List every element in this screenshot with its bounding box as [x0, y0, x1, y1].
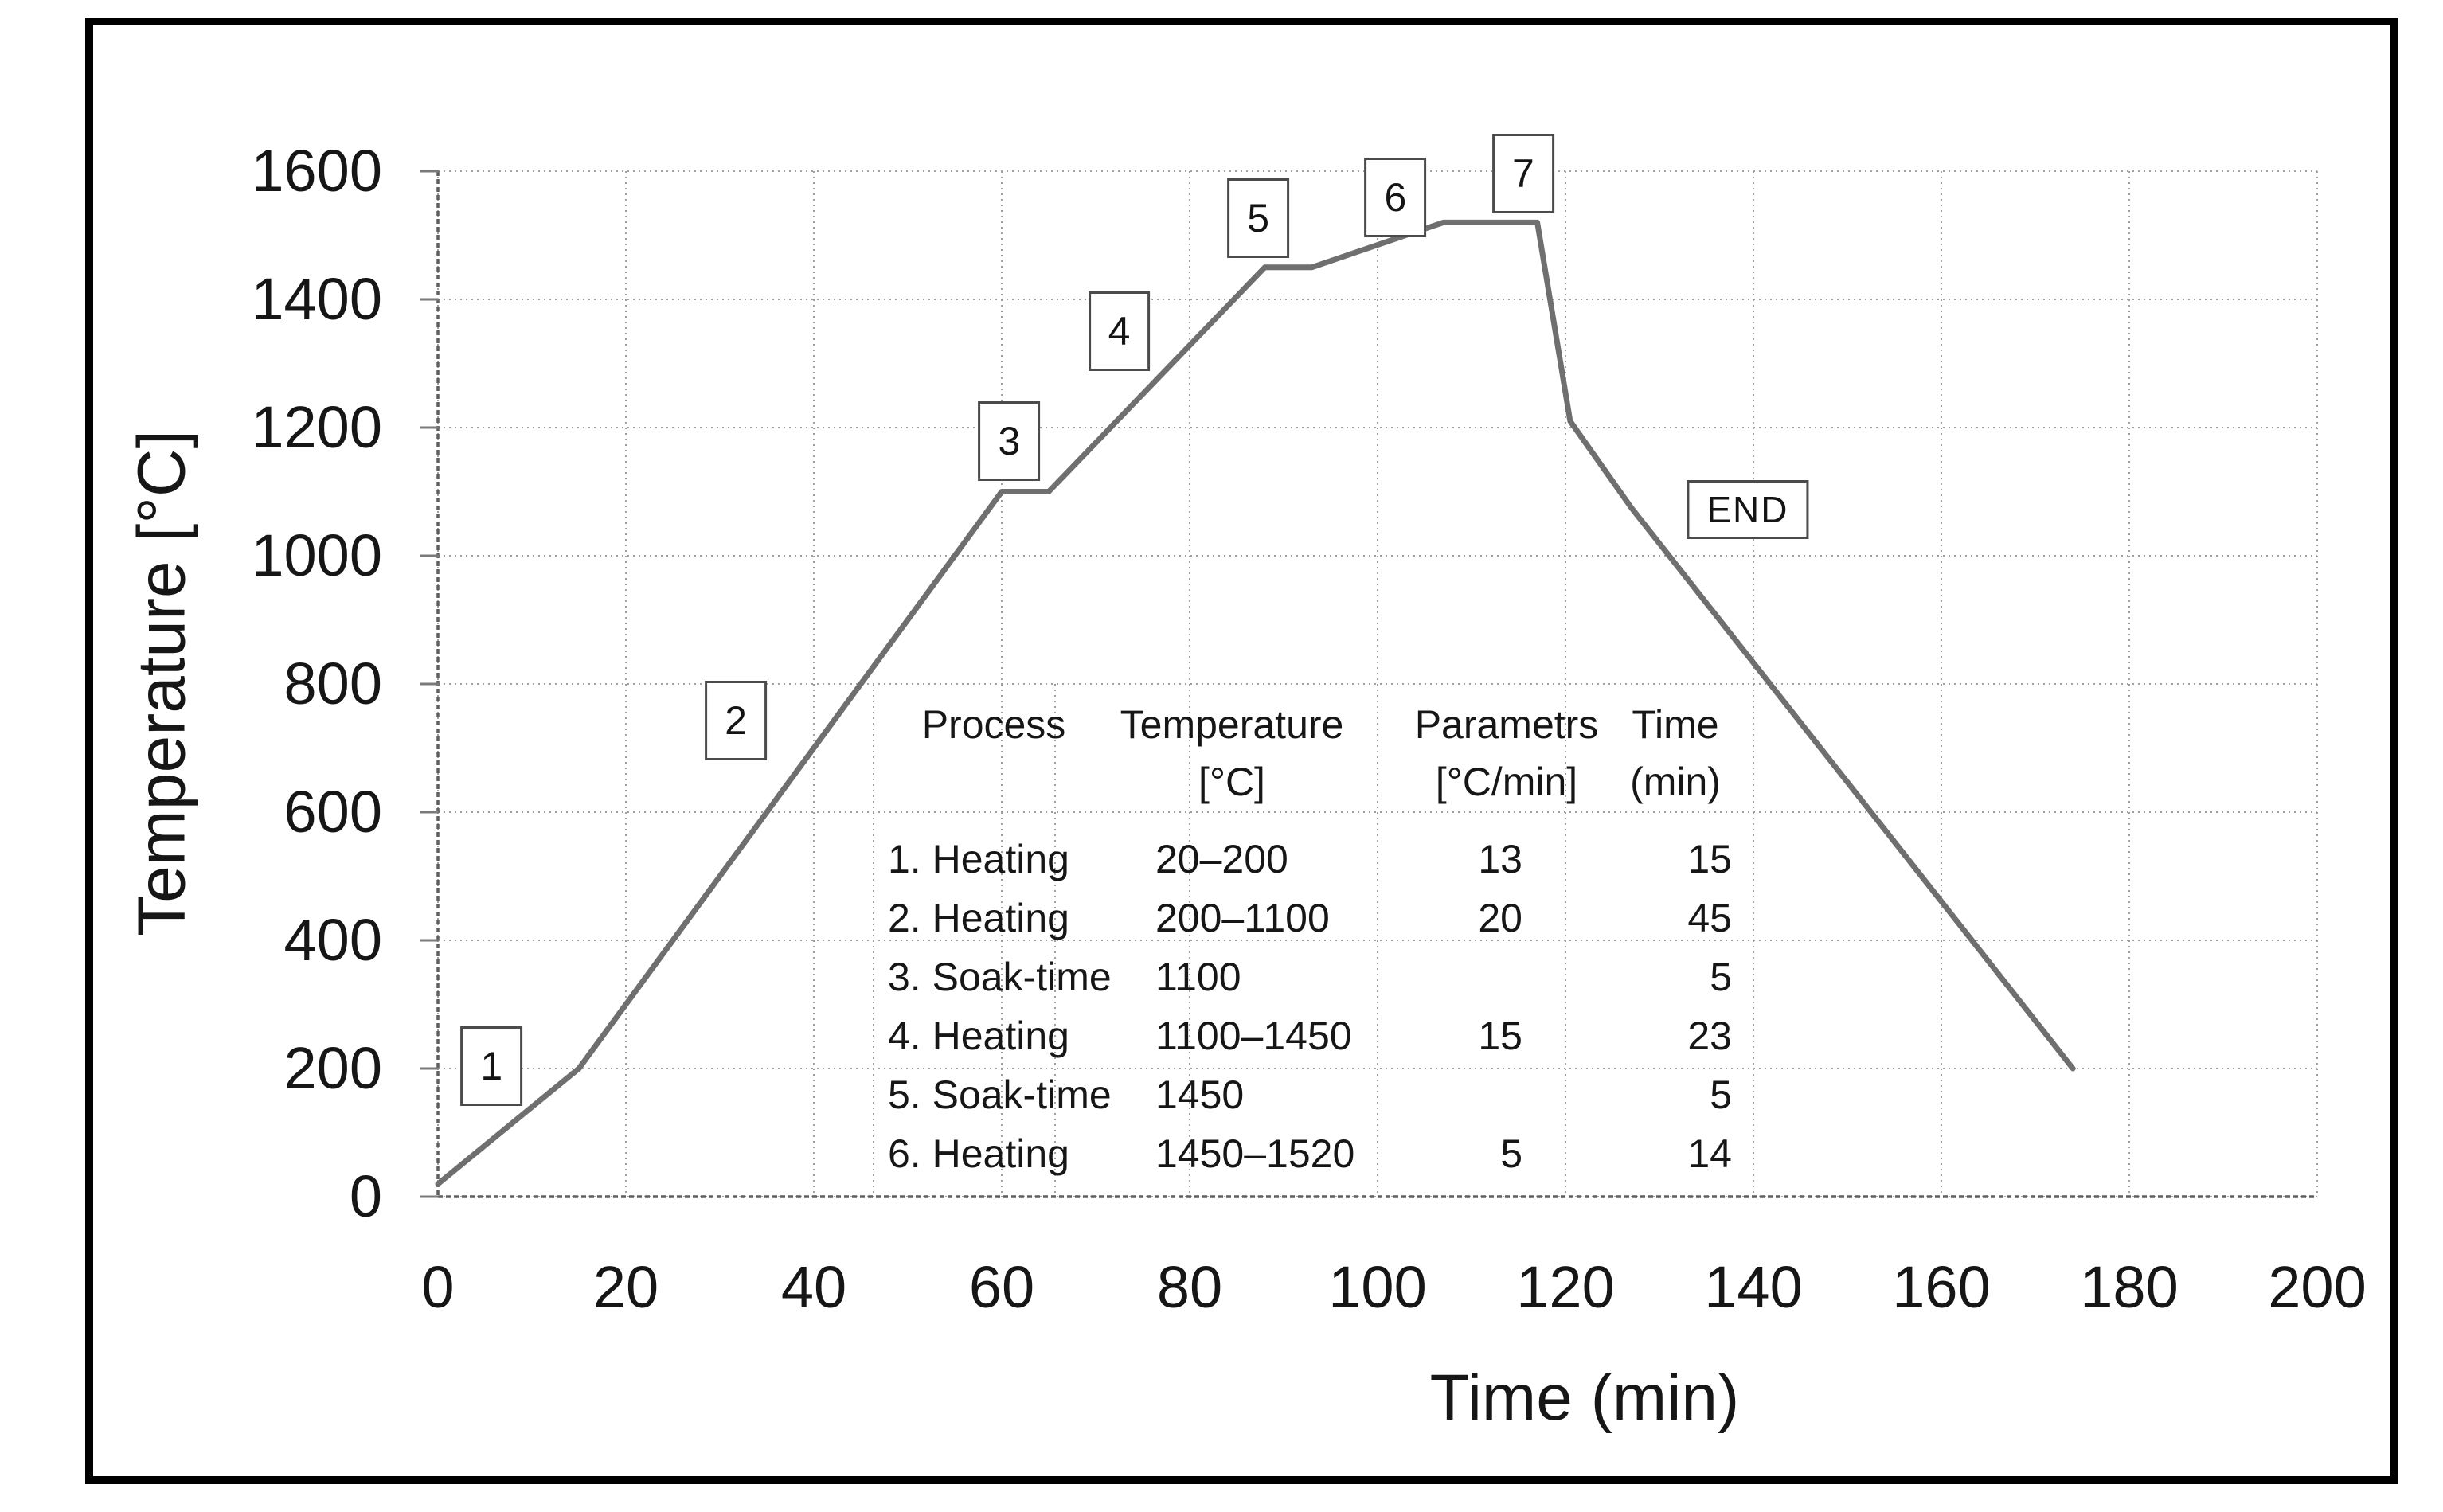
stage-label-7: 7: [1491, 134, 1554, 214]
y-tick-label: 0: [350, 1163, 382, 1229]
stage-label-6: 6: [1364, 158, 1427, 237]
stage-label-4: 4: [1088, 291, 1151, 372]
x-tick-label: 200: [2268, 1254, 2366, 1320]
x-tick-label: 160: [1892, 1254, 1990, 1320]
x-tick-label: 120: [1516, 1254, 1614, 1320]
x-tick-label: 180: [2080, 1254, 2178, 1320]
y-axis-title: Temperature [°C]: [123, 430, 199, 936]
y-tick-label: 1200: [251, 394, 382, 460]
y-tick-label: 800: [284, 651, 382, 717]
series-line: [435, 219, 2076, 1187]
x-tick-label: 20: [593, 1254, 659, 1320]
end-label: END: [1687, 480, 1809, 540]
stage-label-3: 3: [978, 400, 1041, 481]
y-tick-label: 1400: [251, 266, 382, 332]
stage-label-5: 5: [1227, 178, 1290, 258]
y-tick-label: 1600: [251, 138, 382, 204]
y-tick-label: 400: [284, 907, 382, 973]
x-tick-label: 100: [1328, 1254, 1426, 1320]
y-tick-label: 1000: [251, 522, 382, 588]
x-axis-title: Time (min): [1429, 1362, 1740, 1434]
x-tick-label: 60: [969, 1254, 1034, 1320]
x-tick-label: 140: [1704, 1254, 1802, 1320]
x-tick-label: 0: [421, 1254, 454, 1320]
x-tick-label: 40: [781, 1254, 846, 1320]
x-tick-label: 80: [1157, 1254, 1222, 1320]
y-tick-label: 600: [284, 779, 382, 845]
y-tick-label: 200: [284, 1035, 382, 1101]
figure-border: [85, 18, 2398, 1484]
stage-label-2: 2: [705, 680, 767, 760]
stage-label-1: 1: [460, 1026, 523, 1106]
